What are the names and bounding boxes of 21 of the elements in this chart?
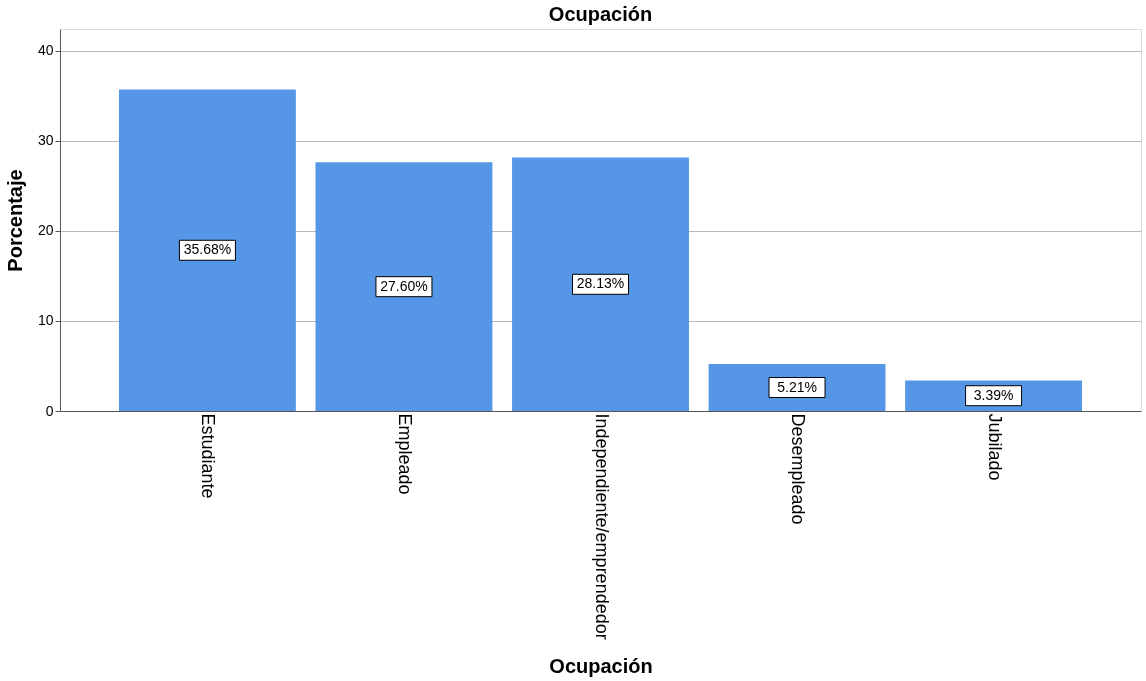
data-label: 3.39% [973, 386, 1014, 403]
x-axis-title: Ocupación [549, 654, 653, 677]
y-tick-label: 10 [37, 312, 54, 329]
data-label: 5.21% [777, 378, 817, 395]
y-axis-title: Porcentaje [3, 169, 26, 272]
x-tick-label: Estudiante [198, 413, 219, 499]
bar [512, 157, 689, 411]
x-tick-label: Desempleado [788, 413, 809, 525]
y-tick-label: 40 [37, 42, 54, 59]
x-tick-label: Empleado [394, 413, 415, 495]
y-tick-label: 20 [37, 222, 54, 239]
x-tick-label: Independiente/emprendedor [591, 413, 612, 640]
y-tick-label: 0 [45, 402, 54, 419]
data-label: 28.13% [576, 275, 625, 292]
bar [315, 162, 493, 411]
bar [118, 89, 296, 411]
y-tick-label: 30 [37, 132, 54, 149]
data-label: 35.68% [183, 241, 232, 258]
x-tick-label: Jubilado [984, 413, 1005, 481]
chart-title: Ocupación [548, 3, 653, 25]
data-label: 27.60% [380, 277, 428, 294]
